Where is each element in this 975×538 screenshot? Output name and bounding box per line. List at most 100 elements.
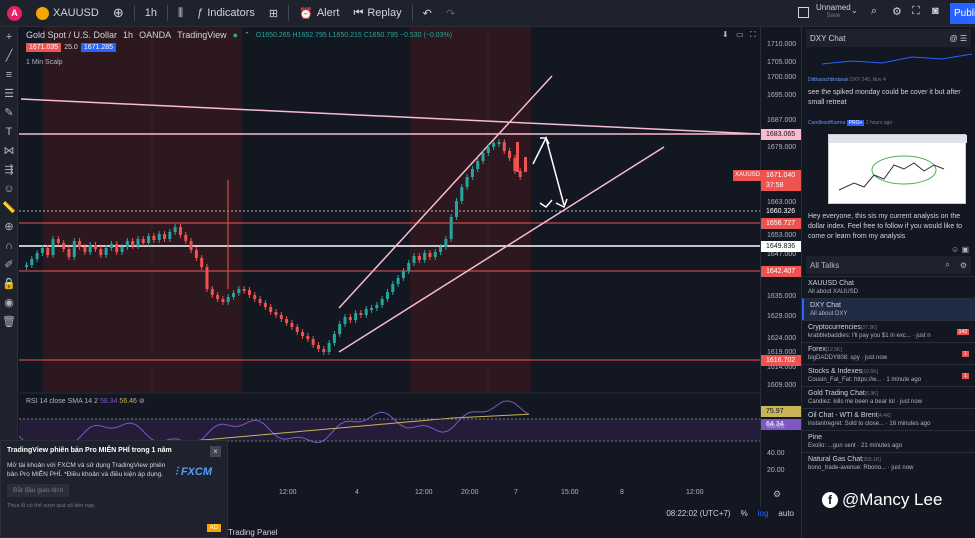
price-tag[interactable]: 1616.702	[761, 355, 801, 366]
chart-snapshot-image[interactable]	[828, 134, 967, 204]
price-tag[interactable]: 1660.326	[761, 206, 801, 217]
log-toggle[interactable]: log	[757, 508, 769, 518]
chart-type-button[interactable]: ⫼	[171, 0, 190, 27]
channel-lower[interactable]	[338, 146, 665, 353]
room-count: [37.3K]	[860, 325, 877, 331]
magnet-icon[interactable]: ∩	[5, 239, 13, 252]
fullscreen-icon[interactable]: ⛶	[912, 5, 920, 17]
layout-checkbox-icon[interactable]	[798, 7, 809, 18]
trendline-icon[interactable]: ╱	[5, 50, 13, 62]
trash-icon[interactable]: 🗑	[2, 316, 16, 328]
trendline[interactable]	[20, 98, 760, 135]
redo-button[interactable]: ↷	[439, 0, 462, 27]
separator	[133, 5, 135, 21]
user-menu[interactable]: A	[0, 0, 29, 27]
search-icon[interactable]: ⌕	[945, 260, 950, 269]
replay-button[interactable]: ⏮ Replay	[346, 0, 408, 27]
room-preview: All about XAUUSD	[808, 289, 859, 295]
ruler-icon[interactable]: 📏	[2, 202, 16, 214]
room-item[interactable]: Stocks & Indexes[10.6K] Cousin_Fat_Fat: h…	[802, 364, 975, 386]
start-trading-button[interactable]: Bắt đầu giao dịch	[7, 484, 70, 497]
projection-arrow[interactable]	[532, 135, 565, 206]
lock-drawing-icon[interactable]: ✐	[4, 259, 14, 271]
room-item[interactable]: Pine Exolio: ...gun sent · 21 minutes ago	[802, 430, 975, 452]
maximize-icon[interactable]: ▭	[736, 30, 744, 39]
price-tag[interactable]: 1656.727	[761, 218, 801, 229]
room-item[interactable]: DXY Chat All about DXY	[802, 298, 975, 320]
candle	[67, 249, 71, 257]
fullscreen-pane-icon[interactable]: ⛶	[750, 30, 756, 39]
symbol-search[interactable]: XAUUSD	[29, 0, 106, 27]
emoji-icon[interactable]: ☺	[3, 182, 15, 195]
crosshair-icon[interactable]: +	[5, 30, 13, 43]
price-tag[interactable]: 37:58	[761, 180, 801, 191]
horizontal-lines-icon[interactable]: ≡	[5, 68, 13, 81]
gear-icon[interactable]: ⚙	[892, 6, 902, 18]
chevron-down-icon[interactable]: ⌄	[851, 6, 858, 15]
room-item[interactable]: Cryptocurrencies[37.3K] krabblebaddies: I…	[802, 320, 975, 342]
clock-label[interactable]: 08:22:02 (UTC+7)	[666, 508, 731, 518]
forecast-icon[interactable]: ⇶	[4, 164, 14, 176]
eye-icon[interactable]: ◉	[4, 297, 14, 309]
indicators-button[interactable]: ƒ Indicators	[190, 0, 262, 27]
undo-button[interactable]: ↶	[416, 0, 439, 27]
chat-title[interactable]: DXY Chat	[810, 33, 846, 43]
axis-settings-icon[interactable]: ⚙	[773, 489, 782, 499]
candle	[518, 171, 522, 177]
templates-button[interactable]: ⊞	[262, 0, 285, 27]
compare-button[interactable]: ⊕	[106, 0, 131, 27]
rsi-legend[interactable]: RSI 14 close SMA 14 2 58.34 56.46 ⊘	[26, 397, 145, 405]
search-icon[interactable]: ⌕	[871, 5, 878, 17]
message-user[interactable]: CandlesofKarma	[808, 120, 846, 126]
emoji-icon[interactable]: ☺	[951, 245, 960, 254]
grid-icon: ⊞	[268, 7, 279, 20]
price-tag[interactable]: 1649.836	[761, 241, 801, 252]
percent-toggle[interactable]: %	[740, 508, 748, 518]
alert-button[interactable]: ⏰ Alert	[292, 0, 346, 27]
candle	[221, 299, 225, 302]
buy-button[interactable]: 1671.285	[80, 43, 117, 52]
image-icon[interactable]: ▣	[961, 245, 969, 254]
candle	[481, 153, 485, 161]
channel-icon[interactable]: ☰	[4, 88, 14, 100]
interval-button[interactable]: 1h	[138, 0, 164, 27]
publish-button[interactable]: Publish	[950, 3, 975, 24]
room-item[interactable]: Gold Trading Chat[6.9K] Candiez: kills me…	[802, 386, 975, 408]
pro-badge: PRO+	[846, 120, 865, 126]
price-tag[interactable]: 1642.407	[761, 266, 801, 277]
room-item[interactable]: Forex[12.5K] bigDADDY808: spy · just now 1	[802, 342, 975, 364]
auto-toggle[interactable]: auto	[778, 508, 794, 518]
indicator-legend[interactable]: 1 Min Scalp	[26, 59, 63, 66]
eye-icon[interactable]: ⊘	[138, 398, 145, 405]
message-user[interactable]: Dittharachtindarak	[808, 77, 849, 83]
menu-icon[interactable]: ☰	[959, 33, 967, 43]
close-icon[interactable]: ×	[210, 446, 221, 457]
collapse-icon[interactable]: ⌃	[244, 32, 250, 39]
undo-icon: ↶	[422, 7, 432, 20]
gear-icon[interactable]: ⚙	[959, 260, 967, 270]
lock-icon[interactable]: 🔒	[2, 278, 16, 290]
price-chart[interactable]	[19, 27, 760, 507]
all-talks-title[interactable]: All Talks	[810, 260, 840, 270]
time-axis[interactable]: 12:00 4 12:00 20:00 7 15:00 8 12:00	[19, 487, 760, 501]
brush-icon[interactable]: ✎	[4, 107, 14, 119]
price-tag[interactable]: 1683.065	[761, 129, 801, 140]
price-axis[interactable]: 1710.000 1705.000 1700.000 1695.000 1687.000…	[733, 27, 801, 507]
download-icon[interactable]: ⬇	[722, 30, 729, 39]
ad-badge: AD	[206, 524, 221, 532]
candle	[279, 315, 283, 319]
text-icon[interactable]: T	[5, 125, 13, 138]
layout-name[interactable]: Unnamed Save	[816, 3, 851, 21]
trading-panel-tab[interactable]: Trading Panel	[228, 528, 278, 537]
room-item[interactable]: Oil Chat - WTI & Brent[4.4K] instantregre…	[802, 408, 975, 430]
room-item[interactable]: XAUUSD Chat All about XAUUSD	[802, 276, 975, 298]
top-toolbar: A XAUUSD ⊕ 1h ⫼ ƒ Indicators ⊞ ⏰ Alert ⏮ Re…	[0, 0, 975, 27]
sell-button[interactable]: 1671.035	[26, 43, 62, 52]
at-icon[interactable]: @	[949, 33, 958, 43]
camera-icon[interactable]: ◙	[932, 5, 939, 17]
channel-upper[interactable]	[338, 75, 553, 309]
zoom-in-icon[interactable]: ⊕	[4, 221, 14, 233]
price-tag[interactable]: 1671.040	[761, 170, 801, 181]
pattern-icon[interactable]: ⋈	[3, 145, 15, 157]
room-item[interactable]: Natural Gas Chat[355.1K] bono_trade-avenu…	[802, 452, 975, 474]
